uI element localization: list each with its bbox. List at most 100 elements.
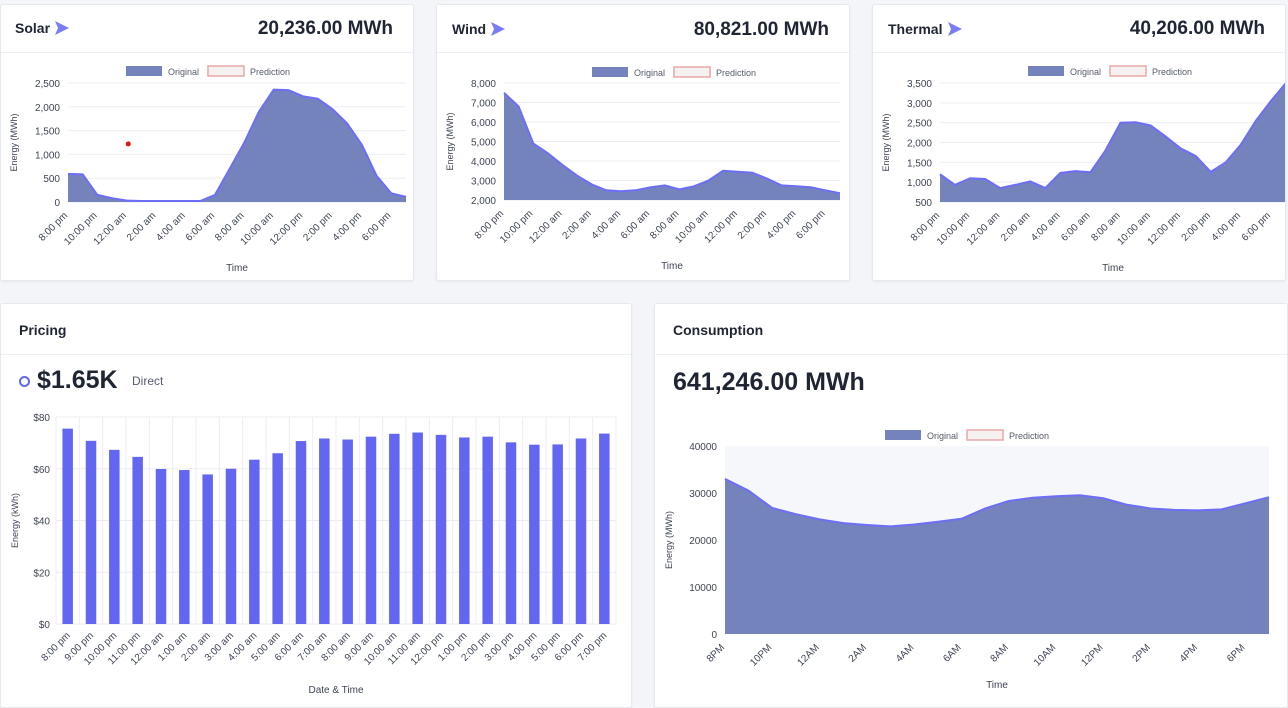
thermal-card-header: Thermal 40,206.00 MWh [873, 5, 1285, 53]
legend-swatch-original [592, 67, 628, 77]
x-tick-label: 4:00 pm [331, 210, 364, 243]
area-series-original [68, 89, 406, 202]
bar [272, 453, 283, 624]
y-tick-label: 1,000 [35, 150, 60, 161]
line-series-original [939, 82, 1285, 190]
arrow-right-icon[interactable] [490, 21, 506, 37]
solar-title: Solar [15, 20, 51, 36]
wind-card-header: Wind 80,821.00 MWh [437, 5, 849, 53]
arrow-right-icon[interactable] [54, 20, 70, 36]
consumption-chart: 0 10000 20000 30000 40000 8PM 10PM 12AM 2AM 4AM 6A… [664, 429, 1270, 691]
bar [249, 459, 260, 624]
x-tick-label: 4AM [894, 642, 916, 664]
x-tick-label: 4:00 pm [765, 208, 798, 241]
area-series-original [725, 478, 1269, 634]
bar [529, 444, 540, 624]
bar [202, 474, 213, 624]
bar [155, 469, 167, 624]
x-axis-title: Date & Time [308, 685, 363, 696]
wind-total: 80,821.00 MWh [693, 19, 829, 40]
chart-legend: Original Prediction [126, 65, 290, 77]
x-tick-label: 2:00 pm [736, 208, 769, 241]
bar [599, 433, 610, 624]
x-tick-label: 6:00 pm [794, 208, 827, 241]
x-tick-label: 2PM [1131, 642, 1153, 664]
x-tick-label: 6:00 am [619, 208, 652, 241]
y-axis-title: Energy (MWh) [445, 112, 455, 170]
y-tick-label: 20000 [689, 536, 717, 547]
bar [482, 436, 493, 624]
bar [132, 456, 143, 624]
legend-swatch-original [126, 66, 162, 76]
bar [552, 444, 563, 624]
line-series-original [67, 88, 407, 202]
chart-legend: Original Prediction [885, 429, 1049, 441]
y-tick-label: 2,000 [907, 139, 932, 150]
y-tick-label: 6,000 [471, 118, 496, 129]
x-tick-label: 6:00 pm [360, 210, 393, 243]
bar [505, 442, 517, 624]
consumption-card: Consumption 641,246.00 MWh 0 10000 20000 30… [654, 303, 1288, 708]
y-axis-title: Energy (MWh) [664, 511, 674, 569]
bar [389, 433, 400, 624]
legend-swatch-prediction [207, 65, 245, 77]
x-tick-label: 8PM [705, 642, 727, 664]
legend-swatch-original [1028, 66, 1064, 76]
legend-label-prediction: Prediction [1152, 67, 1192, 77]
y-tick-label: 2,500 [35, 79, 60, 90]
x-tick-label: 2:00 am [125, 210, 158, 243]
y-tick-label: $60 [33, 465, 50, 476]
y-tick-label: 10000 [689, 583, 717, 594]
x-tick-label: 12PM [1079, 642, 1105, 668]
y-tick-label: 5,000 [471, 138, 496, 149]
pricing-sub-label: Direct [132, 374, 164, 388]
wind-title: Wind [452, 21, 487, 37]
thermal-card: Thermal 40,206.00 MWh 500 1,000 1,500 2,000… [872, 4, 1286, 281]
x-tick-label: 4:00 am [590, 208, 623, 241]
y-tick-label: 7,000 [471, 99, 496, 110]
y-tick-label: 1,500 [907, 158, 932, 169]
y-tick-label: 500 [915, 198, 932, 209]
legend-swatch-prediction [673, 66, 711, 78]
y-tick-label: 500 [43, 174, 60, 185]
legend-label-prediction: Prediction [716, 68, 756, 78]
thermal-title: Thermal [888, 21, 943, 37]
y-axis-title: Energy (MWh) [881, 113, 891, 171]
y-tick-label: 0 [711, 630, 717, 641]
area-series-original [504, 92, 840, 200]
consumption-title: Consumption [673, 322, 764, 338]
legend-swatch-prediction [966, 429, 1004, 441]
wind-card: Wind 80,821.00 MWh 2,000 3,000 4,000 5,000 6… [436, 4, 850, 281]
arrow-right-icon[interactable] [947, 21, 963, 37]
consumption-value: 641,246.00 MWh [673, 368, 865, 396]
bar [85, 440, 97, 624]
x-axis-title: Time [226, 263, 248, 274]
bar [412, 432, 423, 624]
x-tick-label: 4PM [1178, 642, 1200, 664]
legend-swatch-prediction [1109, 65, 1147, 77]
x-tick-label: 4:00 pm [1210, 210, 1243, 243]
y-tick-label: 8,000 [471, 79, 496, 90]
chart-legend: Original Prediction [1028, 65, 1192, 77]
x-axis-title: Time [1102, 263, 1124, 274]
y-tick-label: 40000 [689, 442, 717, 453]
y-tick-label: 1,500 [35, 127, 60, 138]
wind-chart: 2,0003,0004,0005,0006,0007,0008,0008:00 … [445, 66, 841, 272]
y-tick-label: 4,000 [471, 157, 496, 168]
pricing-title: Pricing [19, 322, 67, 338]
bar [62, 428, 73, 624]
chart-legend: Original Prediction [592, 66, 756, 78]
bar [342, 439, 353, 624]
x-tick-label: 4:00 am [1029, 210, 1062, 243]
y-axis-title: Energy (MWh) [9, 113, 19, 171]
legend-label-original: Original [927, 431, 958, 441]
x-tick-label: 12AM [795, 642, 821, 668]
y-axis-title: Energy (kWh) [10, 493, 20, 548]
y-tick-label: 2,500 [907, 119, 932, 130]
pricing-card-header: Pricing [1, 304, 631, 355]
bar [435, 434, 447, 624]
x-tick-label: 2:00 am [560, 208, 593, 241]
y-tick-label: $20 [33, 568, 50, 579]
